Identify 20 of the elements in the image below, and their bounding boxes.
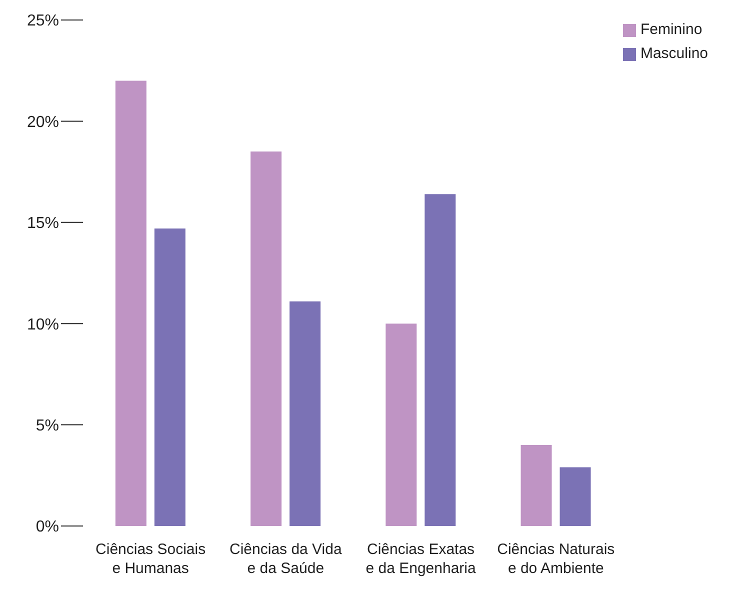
y-tick-label: 20% [26,114,59,131]
y-tick-label: 15% [26,215,59,232]
x-tick-label: Ciências Exatas e da Engenharia [366,541,476,577]
legend-label: Feminino [640,21,702,38]
y-tick-label: 5% [36,417,59,434]
bar [154,228,186,526]
bar [520,445,552,526]
bar [560,467,591,526]
bar [115,80,146,526]
bar [290,301,321,526]
y-tick-label: 10% [26,316,59,334]
y-tick-label: 0% [36,518,59,536]
bar [250,152,282,526]
x-tick-label: Ciências da Vida e da Saúde [230,541,342,577]
y-tick-label: 25% [26,12,59,30]
x-tick-label: Ciências Naturais e do Ambiente [497,541,615,577]
legend-label: Masculino [640,45,708,62]
x-tick-label: Ciências Sociais e Humanas [96,541,206,577]
bar [424,194,456,526]
bar [386,324,417,526]
